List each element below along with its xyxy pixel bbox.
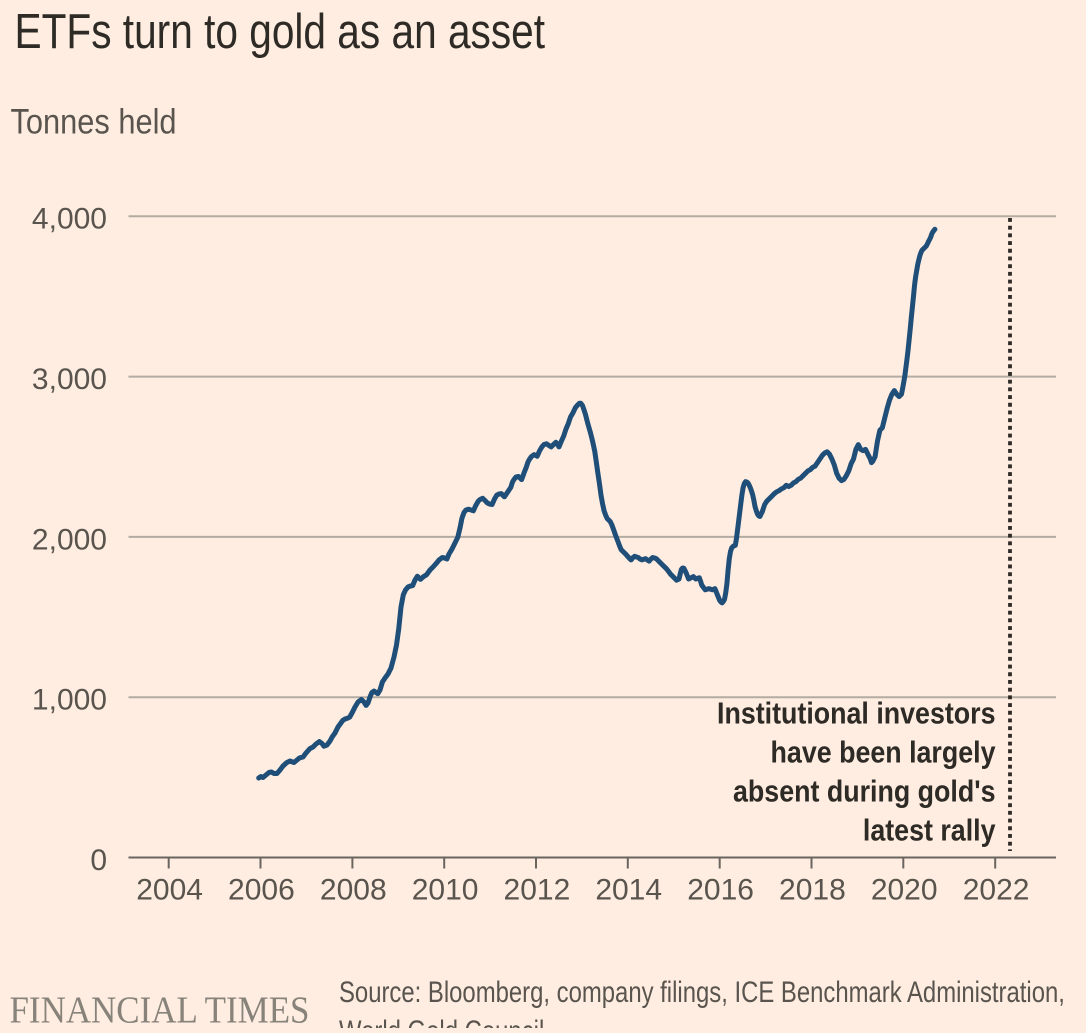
svg-text:Tonnes held: Tonnes held (11, 102, 177, 141)
svg-text:2016: 2016 (687, 874, 754, 907)
svg-text:2012: 2012 (504, 874, 571, 907)
svg-text:2018: 2018 (779, 874, 846, 907)
svg-text:Institutional investors: Institutional investors (717, 697, 995, 731)
svg-text:ETFs turn to gold as an asset: ETFs turn to gold as an asset (15, 3, 546, 59)
svg-text:absent during gold's: absent during gold's (733, 775, 995, 809)
svg-text:World Gold Council: World Gold Council (339, 1013, 544, 1028)
svg-text:2006: 2006 (228, 874, 295, 907)
svg-text:1,000: 1,000 (32, 684, 107, 717)
svg-text:3,000: 3,000 (32, 363, 107, 396)
svg-text:0: 0 (90, 844, 107, 877)
svg-text:2020: 2020 (871, 874, 938, 907)
svg-text:4,000: 4,000 (32, 203, 107, 236)
svg-text:2014: 2014 (595, 874, 662, 907)
svg-text:2004: 2004 (136, 874, 203, 907)
svg-text:have been largely: have been largely (771, 736, 996, 770)
svg-text:2008: 2008 (320, 874, 387, 907)
svg-text:FINANCIAL TIMES: FINANCIAL TIMES (10, 988, 310, 1028)
svg-text:2,000: 2,000 (32, 523, 107, 556)
svg-text:latest rally: latest rally (863, 814, 996, 848)
svg-text:2010: 2010 (412, 874, 479, 907)
svg-text:2022: 2022 (963, 874, 1030, 907)
svg-text:Source: Bloomberg, company fil: Source: Bloomberg, company filings, ICE … (339, 975, 1065, 1009)
